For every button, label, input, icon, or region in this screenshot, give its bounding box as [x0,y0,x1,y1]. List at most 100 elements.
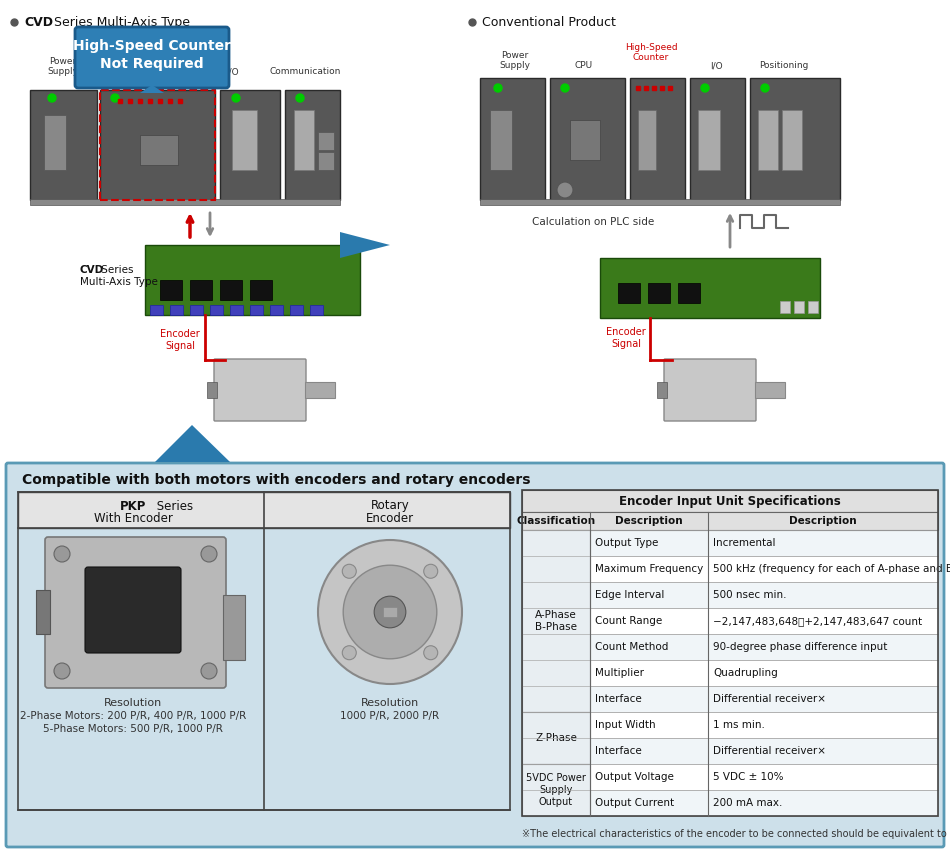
Text: Rotary: Rotary [370,500,409,512]
Text: Calculation on PLC side: Calculation on PLC side [532,217,655,227]
Text: Interface: Interface [595,746,642,756]
FancyBboxPatch shape [190,305,203,315]
Text: 90-degree phase difference input: 90-degree phase difference input [713,642,887,652]
FancyBboxPatch shape [18,492,510,528]
FancyBboxPatch shape [522,556,938,582]
Text: 1000 P/R, 2000 P/R: 1000 P/R, 2000 P/R [340,711,440,721]
FancyBboxPatch shape [232,110,257,170]
FancyBboxPatch shape [145,245,360,315]
Circle shape [342,564,356,578]
Text: ※The electrical characteristics of the encoder to be connected should be equival: ※The electrical characteristics of the e… [522,829,950,839]
FancyBboxPatch shape [270,305,283,315]
Text: Resolution: Resolution [361,698,419,708]
FancyBboxPatch shape [657,382,667,398]
FancyBboxPatch shape [100,90,215,200]
Text: Series: Series [153,500,193,512]
Text: Differential receiver×: Differential receiver× [713,694,826,704]
FancyBboxPatch shape [638,110,656,170]
FancyBboxPatch shape [30,199,340,205]
FancyBboxPatch shape [207,382,217,398]
FancyBboxPatch shape [6,463,944,847]
FancyBboxPatch shape [600,258,820,318]
FancyBboxPatch shape [664,359,756,421]
Text: Multiplier: Multiplier [595,668,644,678]
Text: Encoder
Signal: Encoder Signal [606,327,646,349]
FancyBboxPatch shape [648,283,670,303]
FancyBboxPatch shape [618,283,640,303]
Polygon shape [155,425,230,462]
FancyBboxPatch shape [190,280,212,300]
FancyBboxPatch shape [305,382,335,398]
Text: 500 nsec min.: 500 nsec min. [713,590,787,600]
Text: Resolution: Resolution [104,698,162,708]
Text: 1 ms min.: 1 ms min. [713,720,765,730]
Text: Output Voltage: Output Voltage [595,772,674,782]
FancyBboxPatch shape [294,110,314,170]
FancyBboxPatch shape [140,135,178,165]
FancyBboxPatch shape [780,301,790,313]
Circle shape [54,546,70,562]
Text: Count Method: Count Method [595,642,669,652]
Text: Z-Phase: Z-Phase [535,733,577,743]
Text: Quadrupling: Quadrupling [713,668,778,678]
Text: High-Speed Counter
Not Required: High-Speed Counter Not Required [73,39,231,71]
FancyBboxPatch shape [220,90,280,200]
FancyBboxPatch shape [318,132,334,150]
FancyBboxPatch shape [45,537,226,688]
Text: Multi-Axis Type: Multi-Axis Type [80,277,158,287]
FancyBboxPatch shape [522,712,590,764]
Text: PKP: PKP [120,500,146,512]
FancyBboxPatch shape [522,608,938,634]
FancyBboxPatch shape [690,78,745,200]
Text: Output Type: Output Type [595,538,658,548]
Circle shape [424,645,438,660]
Circle shape [343,566,437,659]
FancyBboxPatch shape [160,280,182,300]
FancyBboxPatch shape [214,359,306,421]
FancyBboxPatch shape [522,712,938,738]
Polygon shape [340,232,390,258]
FancyBboxPatch shape [223,595,245,660]
Text: 5VDC Power
Supply
Output: 5VDC Power Supply Output [526,773,586,806]
Text: A-Phase
B-Phase: A-Phase B-Phase [535,610,577,632]
FancyBboxPatch shape [230,305,243,315]
Text: Description: Description [616,516,683,526]
Text: Conventional Product: Conventional Product [482,15,616,28]
Circle shape [232,94,240,102]
FancyBboxPatch shape [550,78,625,200]
FancyBboxPatch shape [480,199,840,205]
FancyBboxPatch shape [570,120,600,160]
Text: Series Multi-Axis Type: Series Multi-Axis Type [50,15,190,28]
FancyBboxPatch shape [522,764,938,790]
Text: Incremental: Incremental [713,538,775,548]
FancyBboxPatch shape [522,738,938,764]
Circle shape [342,645,356,660]
FancyBboxPatch shape [220,280,242,300]
Text: Compatible with both motors with encoders and rotary encoders: Compatible with both motors with encoder… [22,473,530,487]
Text: High-Speed
Counter: High-Speed Counter [625,44,677,62]
Text: With Encoder: With Encoder [93,512,173,524]
Circle shape [201,663,217,679]
FancyBboxPatch shape [310,305,323,315]
Text: Count Range: Count Range [595,616,662,626]
FancyBboxPatch shape [480,78,545,200]
Circle shape [48,94,56,102]
FancyBboxPatch shape [30,90,97,200]
Text: CVD: CVD [80,265,104,275]
Text: −2,147,483,648～+2,147,483,647 count: −2,147,483,648～+2,147,483,647 count [713,616,922,626]
FancyBboxPatch shape [522,530,938,556]
Text: 5-Phase Motors: 500 P/R, 1000 P/R: 5-Phase Motors: 500 P/R, 1000 P/R [43,724,223,734]
FancyBboxPatch shape [522,790,938,816]
Text: Description: Description [789,516,857,526]
Text: Positioning: Positioning [759,61,808,70]
Text: Edge Interval: Edge Interval [595,590,664,600]
FancyBboxPatch shape [522,512,938,530]
Circle shape [374,596,406,628]
FancyBboxPatch shape [698,110,720,170]
Text: Power
Supply: Power Supply [500,51,530,70]
Text: Encoder
Signal: Encoder Signal [161,329,200,351]
Text: Encoder Input Unit Specifications: Encoder Input Unit Specifications [619,494,841,507]
Text: Maximum Frequency: Maximum Frequency [595,564,703,574]
Circle shape [761,84,769,92]
Text: 2-Phase Motors: 200 P/R, 400 P/R, 1000 P/R: 2-Phase Motors: 200 P/R, 400 P/R, 1000 P… [20,711,246,721]
